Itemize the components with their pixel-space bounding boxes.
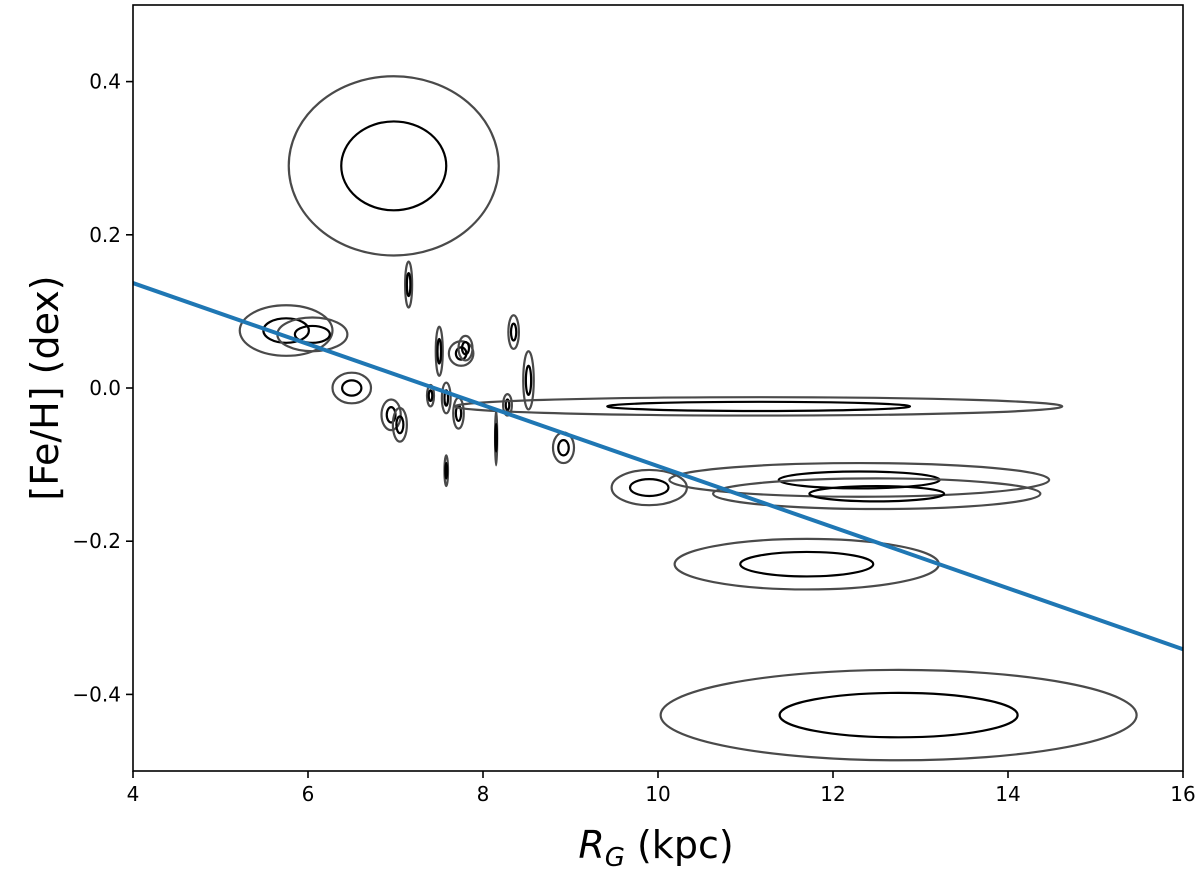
ellipse-inner-1 [405,272,412,298]
ellipse-inner-18 [557,438,570,457]
ellipse-outer-17 [522,350,535,411]
ellipse-outer-0 [287,75,500,257]
ellipse-outer-4 [331,371,373,405]
y-tick-label: 0.0 [89,376,121,400]
x-axis-subscript: G [605,843,625,871]
ellipse-outer-24 [659,668,1138,762]
ellipse-inner-14 [494,422,499,453]
ellipse-outer-5 [380,398,402,432]
ellipse-outer-13 [457,334,474,362]
y-tick-label: 0.2 [89,223,121,247]
ellipse-inner-22 [808,484,946,503]
ellipse-inner-13 [460,340,471,356]
y-tick-label: 0.4 [89,70,121,94]
x-tick-label: 14 [995,782,1020,806]
x-axis-variable: R [578,823,604,867]
ellipse-inner-17 [524,364,533,396]
ellipse-inner-19 [628,478,670,498]
ellipse-outer-2 [238,304,334,357]
ellipse-outer-21 [668,461,1051,498]
ellipse-inner-15 [504,398,511,412]
x-axis-title: RG (kpc) [578,823,733,871]
ellipse-outer-9 [440,381,452,415]
ellipse-outer-8 [434,325,444,377]
ellipse-outer-1 [404,260,414,309]
ellipse-inner-4 [341,379,363,397]
ellipse-inner-16 [509,322,518,342]
axis-ticks: 4 6 8 10 12 14 16 −0.4 −0.2 0.0 0.2 0.4 [72,70,1195,806]
ellipse-outer-6 [391,406,408,443]
ellipse-inner-23 [739,550,875,578]
y-axis-title: [Fe/H] (dex) [23,275,67,500]
ellipse-outer-12 [447,340,475,367]
y-tick-label: −0.4 [72,682,121,706]
y-tick-label: −0.2 [72,529,121,553]
ellipse-inner-5 [385,406,397,424]
x-axis-unit: (kpc) [625,823,734,867]
ellipse-outer-20 [453,396,1064,417]
linear-fit-line [132,281,1184,652]
ellipse-outer-16 [507,314,520,351]
data-ellipses [238,75,1138,762]
ellipse-inner-20 [606,400,912,413]
x-tick-label: 4 [127,782,140,806]
ellipse-inner-8 [436,337,443,365]
x-tick-label: 6 [302,782,315,806]
x-tick-label: 8 [477,782,490,806]
x-tick-label: 12 [820,782,845,806]
x-tick-label: 10 [645,782,670,806]
ellipse-inner-6 [395,415,405,435]
x-tick-label: 16 [1170,782,1195,806]
ellipse-inner-10 [444,461,449,480]
ellipse-inner-7 [427,389,434,403]
ellipse-inner-0 [340,120,448,212]
ellipse-outer-22 [712,477,1042,511]
ellipse-inner-24 [778,691,1019,739]
ellipse-inner-3 [293,324,331,344]
